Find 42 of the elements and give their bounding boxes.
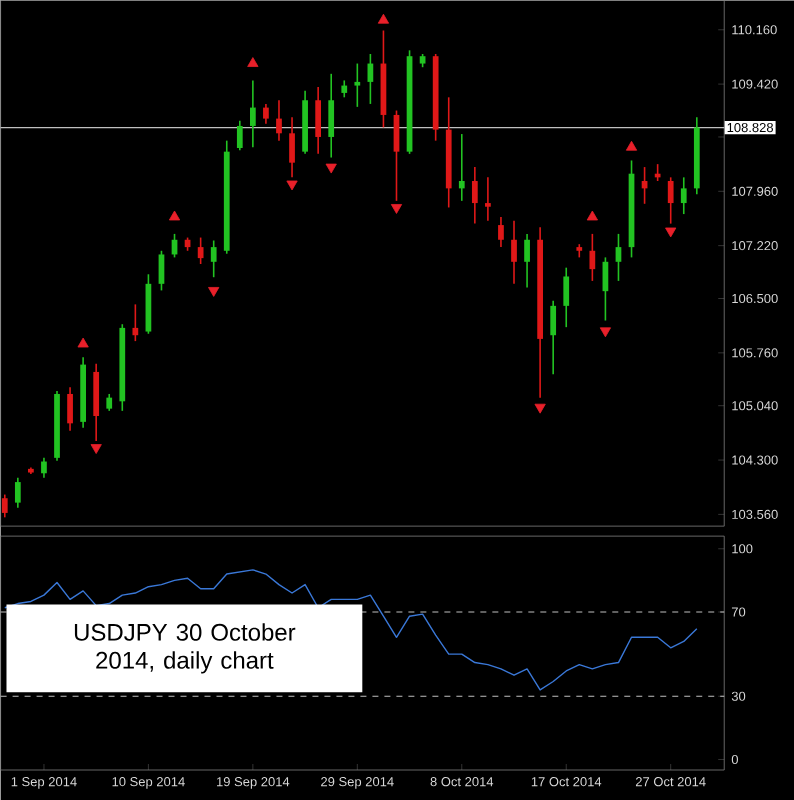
candlestick <box>315 86 321 155</box>
point <box>534 403 546 414</box>
candlestick <box>132 303 139 342</box>
candlestick <box>262 103 269 125</box>
point <box>665 227 677 238</box>
point <box>77 337 89 348</box>
candlestick <box>497 216 504 248</box>
candlestick <box>511 219 517 285</box>
candlestick <box>667 176 674 225</box>
candlestick <box>67 386 73 432</box>
point <box>168 210 181 221</box>
candlestick <box>210 239 217 279</box>
candlestick <box>550 299 556 375</box>
candlestick <box>236 120 243 151</box>
point <box>390 204 402 214</box>
annotation: USDJPY 30 October 2014, daily chart <box>74 623 296 674</box>
point <box>286 180 298 191</box>
point <box>208 287 220 297</box>
point <box>247 57 259 67</box>
candlestick <box>197 236 204 265</box>
point <box>599 327 611 338</box>
candlestick <box>680 176 687 215</box>
candlestick <box>14 476 21 509</box>
candlestick <box>484 176 491 222</box>
candlestick <box>458 133 465 202</box>
candlestick <box>93 363 99 442</box>
candlestick <box>524 233 530 289</box>
candlestick <box>328 73 334 159</box>
point <box>90 444 102 454</box>
candlestick <box>1 493 8 519</box>
candlestick <box>354 62 361 108</box>
point <box>325 163 337 174</box>
candlestick <box>249 79 256 149</box>
candlestick <box>40 457 47 479</box>
point <box>586 210 598 221</box>
point <box>625 140 638 151</box>
candlestick <box>289 116 295 179</box>
candlestick <box>276 99 282 142</box>
candlestick <box>471 166 478 225</box>
candlestick <box>589 233 596 282</box>
candlestick <box>563 266 570 328</box>
point <box>377 13 389 24</box>
